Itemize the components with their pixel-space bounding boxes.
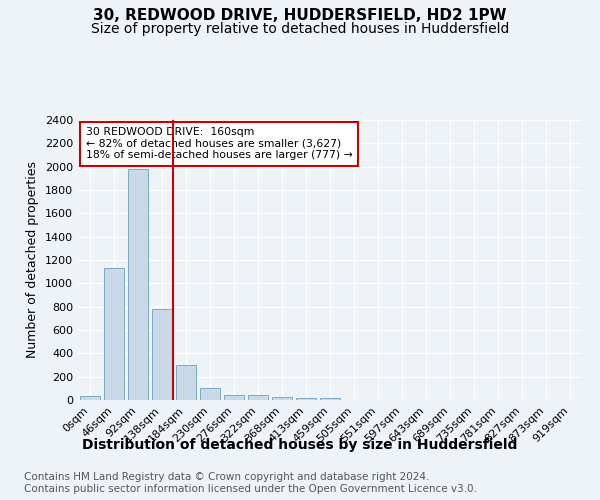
Text: 30, REDWOOD DRIVE, HUDDERSFIELD, HD2 1PW: 30, REDWOOD DRIVE, HUDDERSFIELD, HD2 1PW: [93, 8, 507, 22]
Bar: [224, 395, 244, 400]
Text: 30 REDWOOD DRIVE:  160sqm
← 82% of detached houses are smaller (3,627)
18% of se: 30 REDWOOD DRIVE: 160sqm ← 82% of detach…: [86, 127, 352, 160]
Bar: [248, 396, 268, 400]
Text: Size of property relative to detached houses in Huddersfield: Size of property relative to detached ho…: [91, 22, 509, 36]
Bar: [200, 388, 220, 400]
Text: Distribution of detached houses by size in Huddersfield: Distribution of detached houses by size …: [82, 438, 518, 452]
Bar: [320, 398, 340, 400]
Bar: [104, 268, 124, 400]
Bar: [80, 396, 100, 400]
Bar: [296, 398, 316, 400]
Text: Contains HM Land Registry data © Crown copyright and database right 2024.
Contai: Contains HM Land Registry data © Crown c…: [24, 472, 477, 494]
Bar: [272, 396, 292, 400]
Bar: [176, 365, 196, 400]
Bar: [152, 309, 172, 400]
Bar: [128, 169, 148, 400]
Y-axis label: Number of detached properties: Number of detached properties: [26, 162, 40, 358]
